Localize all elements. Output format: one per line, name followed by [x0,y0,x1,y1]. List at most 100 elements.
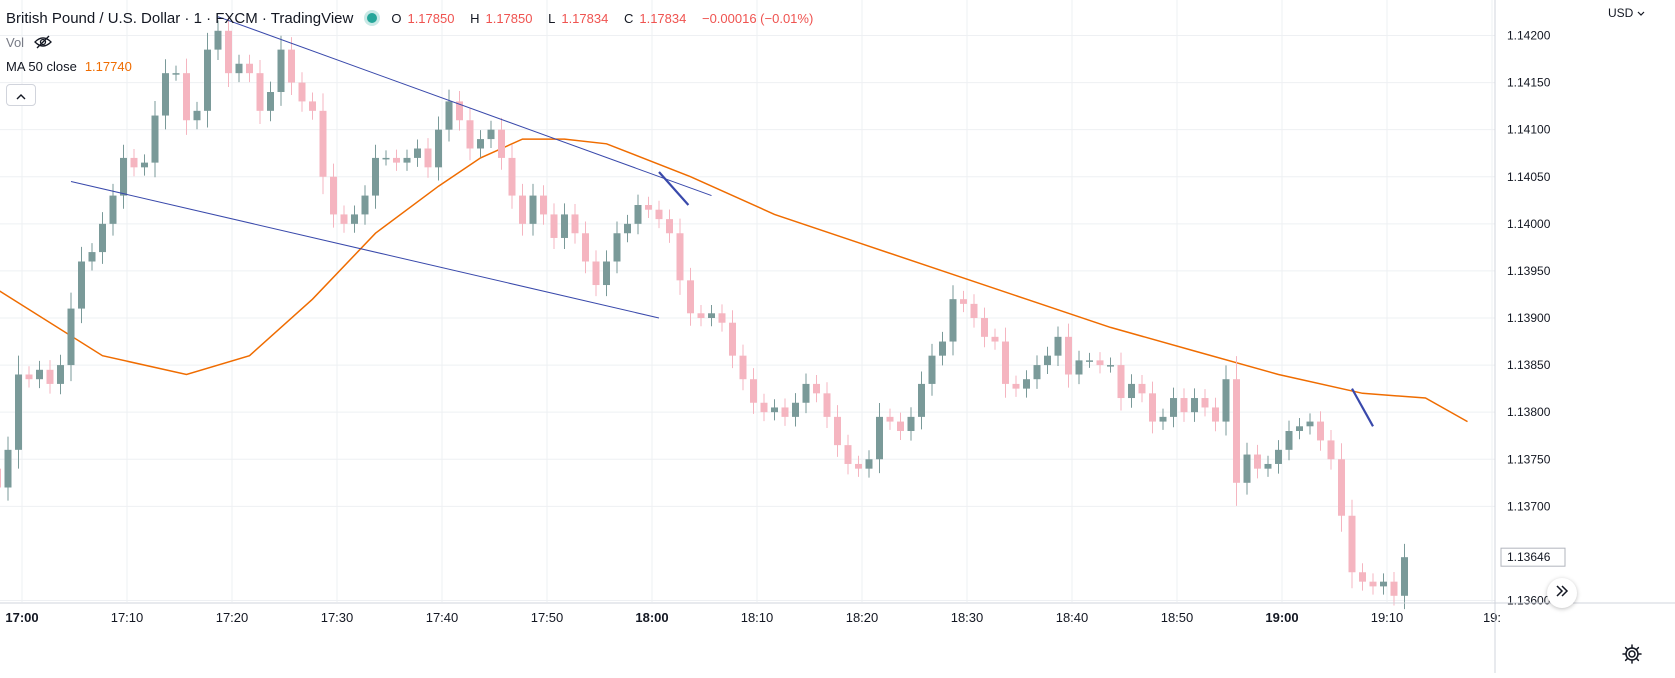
candle-body [1086,360,1093,362]
candle [897,412,904,440]
candle [372,144,379,209]
x-tick-label: 19:10 [1371,610,1404,625]
candle-body [1128,383,1135,399]
candle-body [298,82,306,102]
candle-body [1191,398,1198,413]
ma-label[interactable]: MA 50 close [6,58,77,74]
x-tick-label: 17:10 [111,610,144,625]
candle-body [109,195,117,224]
candle [1348,499,1356,589]
x-tick-label: 17:00 [5,610,38,625]
candle-body [382,157,390,160]
candle [1201,389,1209,417]
candle-body [603,261,610,286]
candle [57,354,64,395]
candle-body [1065,336,1072,375]
candle [949,285,957,356]
symbol-title[interactable]: British Pound / U.S. Dollar · 1 · FXCM ·… [6,9,354,27]
x-tick-label: 18:10 [741,610,774,625]
candle-body [57,365,64,384]
candle-body [319,110,327,177]
x-tick-label: 17:50 [531,610,564,625]
candle-body [235,63,243,74]
candle-body [813,383,820,394]
candle-body [582,233,589,262]
moving-average [0,138,1468,423]
candle [88,243,96,271]
candle-body [1054,336,1062,356]
candle [907,407,915,441]
candle [729,310,736,369]
candle-body [351,214,358,224]
candle-body [78,261,85,309]
candle-body [1243,454,1251,483]
candle-body [1117,365,1125,399]
candle-body [1254,454,1261,469]
candle-body [214,30,222,50]
candle-body [571,214,579,234]
candle [739,344,747,391]
candle [1296,418,1303,440]
candle [771,399,778,421]
candle-body [634,205,642,224]
candle-body [246,63,253,74]
candle-body [561,214,568,238]
candle-body [1023,379,1030,389]
settings-button[interactable] [1620,643,1644,668]
candle-body [1317,421,1324,441]
y-tick-label: 1.14100 [1507,123,1551,137]
candle [0,468,1,488]
candle-body [435,129,442,168]
candle-body [1002,341,1009,384]
candle [508,144,516,209]
candle-body [781,407,789,417]
candle [792,393,799,427]
candle [309,92,316,120]
candle [1138,374,1146,403]
candle-body [1338,459,1345,516]
candle-body [1369,581,1377,587]
candle [1128,374,1135,408]
candle-body [1222,379,1230,422]
close-value: 1.17834 [639,10,687,26]
candle-body [193,110,201,121]
candle-body [1012,383,1020,389]
open-value: 1.17850 [407,10,455,26]
candle [1212,397,1219,432]
candle-body [529,195,537,224]
candle [855,455,862,477]
collapse-legend-button[interactable] [6,84,36,106]
candle-body [1201,398,1209,408]
scroll-to-realtime-button[interactable] [1547,578,1577,608]
candle-body [708,313,715,318]
candle [225,16,232,88]
candle-body [519,195,526,224]
candle-body [25,374,33,380]
currency-selector[interactable]: USD [1608,6,1645,20]
candle-body [855,463,862,469]
candle [1285,420,1293,461]
candle [960,290,967,313]
candle [36,360,43,389]
y-tick-label: 1.13900 [1507,311,1551,325]
candle [561,203,568,250]
candle [78,246,85,324]
candle-body [277,49,285,92]
candle [750,368,757,414]
current-price-box [1500,547,1566,567]
candle [834,405,841,457]
vol-label[interactable]: Vol [6,34,25,50]
trendlines [70,16,1374,427]
candle [813,374,820,403]
candle [1023,370,1030,398]
eye-off-icon[interactable] [34,35,52,49]
y-tick-label: 1.13800 [1507,405,1551,419]
y-tick-label: 1.13600 [1507,594,1551,608]
candle [1180,388,1188,422]
candle [120,144,127,209]
x-tick-label: 18:30 [951,610,984,625]
candle [235,54,243,83]
candle-body [162,73,169,116]
